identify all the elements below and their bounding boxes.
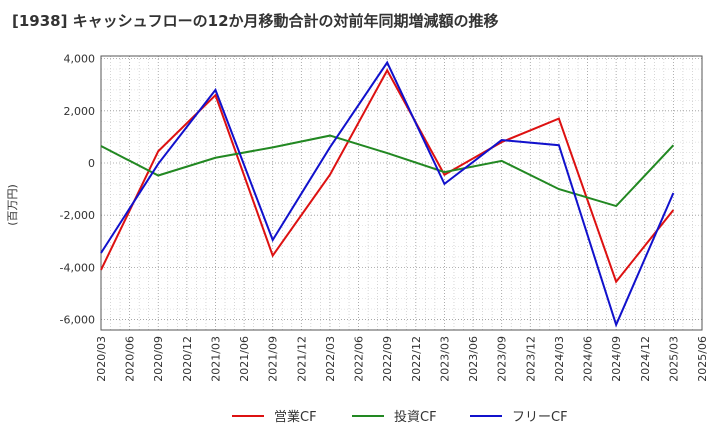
y-axis-title: (百万円) bbox=[6, 184, 19, 226]
x-tick-label: 2020/12 bbox=[181, 336, 194, 382]
y-tick-label: -4,000 bbox=[60, 261, 95, 274]
x-tick-label: 2025/06 bbox=[696, 336, 709, 382]
series-line-2 bbox=[100, 134, 675, 208]
x-tick-label: 2025/03 bbox=[667, 336, 680, 382]
y-tick-label: -2,000 bbox=[60, 209, 95, 222]
legend-label-2: 投資CF bbox=[394, 409, 437, 425]
y-tick-label: 0 bbox=[88, 157, 95, 170]
x-tick-label: 2021/06 bbox=[238, 336, 251, 382]
legend-label-1: 営業CF bbox=[274, 409, 317, 425]
x-tick-label: 2023/09 bbox=[496, 336, 509, 382]
x-tick-label: 2021/03 bbox=[209, 336, 222, 382]
plot-area bbox=[101, 56, 702, 330]
x-tick-label: 2024/09 bbox=[610, 336, 623, 382]
x-tick-label: 2024/06 bbox=[582, 336, 595, 382]
y-tick-label: 2,000 bbox=[64, 105, 96, 118]
x-tick-label: 2020/06 bbox=[124, 336, 137, 382]
x-tick-label: 2024/12 bbox=[639, 336, 652, 382]
series-line-3 bbox=[100, 60, 675, 328]
x-tick-label: 2022/09 bbox=[381, 336, 394, 382]
y-tick-label: -6,000 bbox=[60, 314, 95, 327]
x-tick-label: 2020/03 bbox=[95, 336, 108, 382]
x-tick-label: 2021/12 bbox=[295, 336, 308, 382]
x-tick-label: 2024/03 bbox=[553, 336, 566, 382]
x-tick-label: 2023/12 bbox=[524, 336, 537, 382]
y-tick-label: 4,000 bbox=[64, 53, 96, 66]
x-tick-label: 2020/09 bbox=[152, 336, 165, 382]
plot-frame bbox=[100, 55, 703, 331]
x-tick-label: 2023/03 bbox=[438, 336, 451, 382]
chart-title: [1938] キャッシュフローの12か月移動合計の対前年同期増減額の推移 bbox=[12, 12, 499, 30]
x-tick-label: 2021/09 bbox=[267, 336, 280, 382]
x-tick-label: 2022/12 bbox=[410, 336, 423, 382]
x-tick-label: 2022/06 bbox=[353, 336, 366, 382]
x-tick-label: 2022/03 bbox=[324, 336, 337, 382]
x-tick-label: 2023/06 bbox=[467, 336, 480, 382]
legend-label-3: フリーCF bbox=[512, 410, 568, 425]
